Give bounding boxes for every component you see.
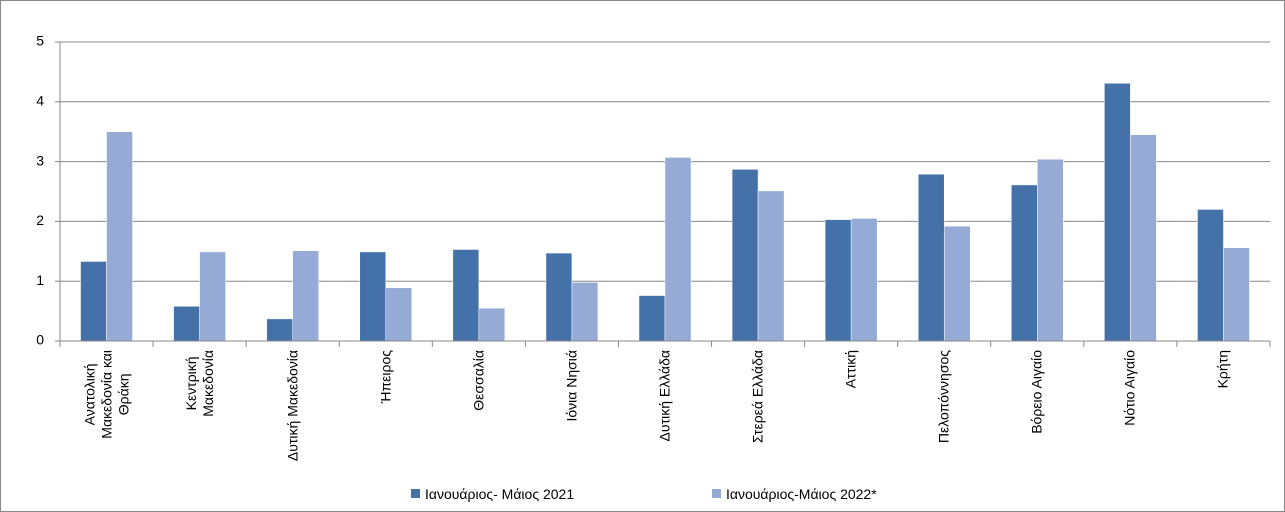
bar xyxy=(385,287,413,342)
bar xyxy=(731,169,759,342)
x-tick-label: Κρήτη xyxy=(1214,350,1231,389)
bar xyxy=(359,251,387,342)
bar xyxy=(824,219,852,342)
bar xyxy=(664,157,692,342)
x-tick-label: Αττική xyxy=(842,350,859,389)
bar xyxy=(266,318,293,342)
x-tick-label: Κεντρική Μακεδονία xyxy=(182,350,216,417)
x-tick-label: Ήπειρος xyxy=(377,350,394,404)
bar xyxy=(943,225,971,342)
bar xyxy=(1037,158,1064,342)
bar xyxy=(1104,83,1131,342)
y-tick-label: 4 xyxy=(36,93,44,109)
bar xyxy=(850,218,878,342)
x-tick-label: Νότιο Αιγαίο xyxy=(1121,350,1138,426)
bar xyxy=(1223,247,1250,342)
bar xyxy=(80,261,107,342)
bar xyxy=(173,306,200,342)
y-tick-label: 1 xyxy=(36,272,44,288)
x-tick-label: Βόρειο Αιγαίο xyxy=(1028,350,1045,434)
legend-swatch xyxy=(411,489,420,498)
x-tick-label: Θεσσαλία xyxy=(470,350,487,411)
bar xyxy=(1130,134,1157,342)
legend-label: Ιανουάριος-Μάιος 2022* xyxy=(726,486,877,502)
y-tick-label: 3 xyxy=(36,152,44,168)
bar xyxy=(757,190,785,342)
bar xyxy=(638,295,666,342)
x-tick-label: Στερεά Ελλάδα xyxy=(749,350,766,444)
bar xyxy=(917,173,945,342)
bar xyxy=(452,249,480,342)
bar xyxy=(545,252,573,342)
x-tick-label: Πελοπόννησος xyxy=(935,350,952,444)
legend-swatch xyxy=(712,489,721,498)
bar xyxy=(292,250,319,342)
x-tick-label: Δυτική Ελλάδα xyxy=(656,350,673,442)
y-tick-label: 5 xyxy=(36,33,44,49)
x-tick-label: Ανατολική Μακεδονία και Θράκη xyxy=(81,350,132,439)
bar xyxy=(106,131,133,342)
bar xyxy=(1197,209,1224,342)
bar xyxy=(1011,184,1038,342)
bar xyxy=(199,251,226,342)
legend-label: Ιανουάριος- Μάιος 2021 xyxy=(425,486,575,502)
y-tick-label: 2 xyxy=(36,212,44,228)
x-tick-label: Ιόνια Νησιά xyxy=(563,350,580,422)
bar xyxy=(478,307,506,342)
x-tick-label: Δυτική Μακεδονία xyxy=(284,350,301,462)
bar xyxy=(571,282,599,342)
y-tick-label: 0 xyxy=(36,332,44,348)
